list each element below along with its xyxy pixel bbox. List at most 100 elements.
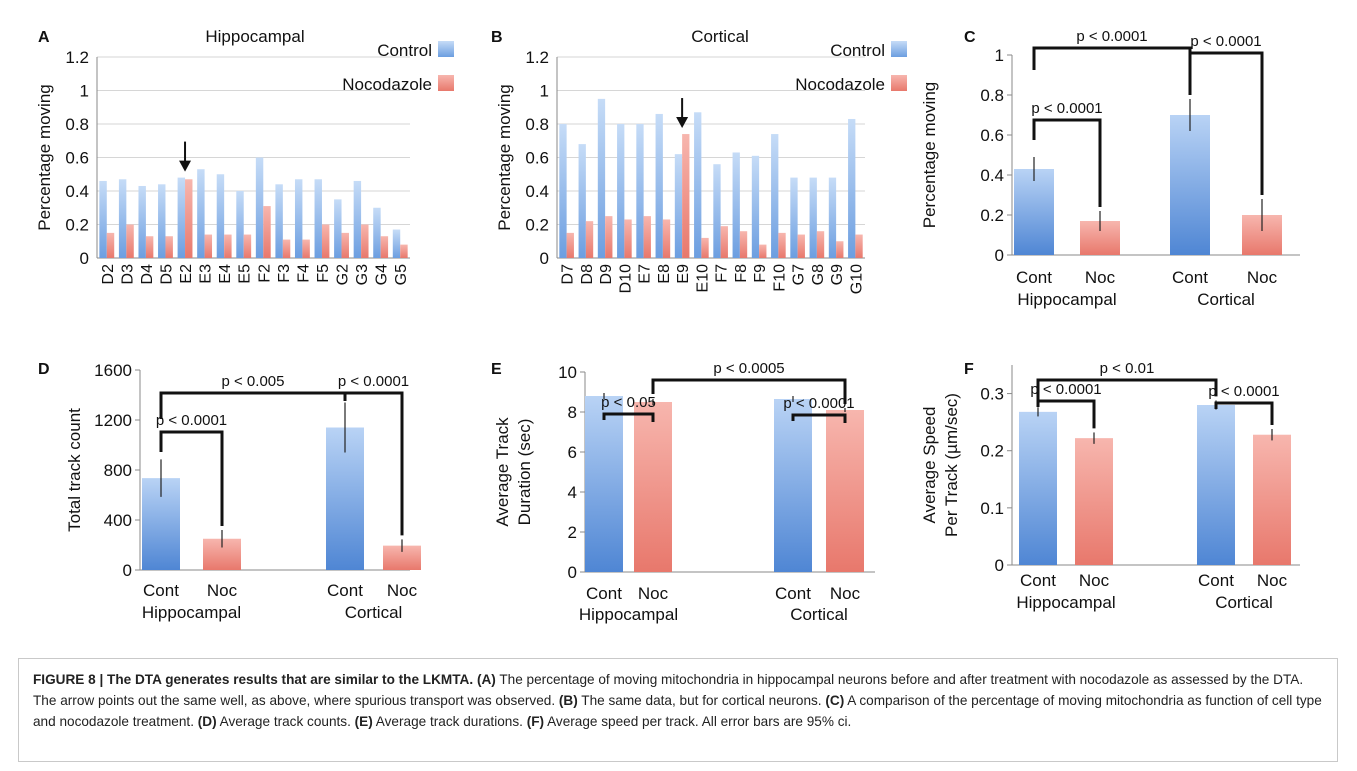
bar-control-E10: [694, 112, 702, 259]
x-tick-label: Cont: [327, 581, 363, 600]
bar-nocodazole-D2: [106, 232, 115, 258]
bar-control-G9: [828, 177, 837, 258]
significance-label: p < 0.0001: [1190, 33, 1261, 50]
y-tick-label: 0: [995, 246, 1004, 265]
bar-control-G7: [790, 177, 798, 258]
bar-nocodazole-D10: [624, 219, 632, 258]
caption-bold-text: (C): [825, 693, 845, 708]
caption-text: The same data, but for cortical neurons.: [577, 693, 826, 708]
y-tick-label: 0: [568, 563, 577, 582]
x-tick-label: F7: [714, 264, 731, 283]
bar-nocodazole-G4: [380, 236, 389, 258]
caption-bold-text: (B): [558, 693, 578, 708]
panel-label: F: [964, 361, 974, 378]
bar-control-F5: [314, 179, 322, 258]
bar-nocodazole-G7: [797, 234, 805, 258]
panel-label: E: [491, 361, 502, 378]
x-tick-label: D8: [579, 264, 596, 285]
bar-nocodazole-D7: [566, 232, 574, 258]
bar-nocodazole-F8: [739, 231, 748, 258]
bar-nocodazole-E8: [662, 219, 671, 258]
x-tick-label: Cont: [586, 584, 622, 603]
significance-label: p < 0.05: [601, 394, 656, 411]
x-tick-label: Cont: [1016, 268, 1052, 287]
bar-control-E2: [177, 177, 186, 258]
panel-label: B: [491, 29, 503, 46]
x-tick-label: E9: [675, 264, 692, 284]
y-axis-label: Duration (sec): [515, 419, 534, 526]
significance-bracket: [602, 412, 655, 422]
x-tick-label: G9: [829, 264, 846, 285]
legend-swatch-control: [438, 41, 454, 57]
y-tick-label: 0.8: [525, 115, 549, 134]
x-tick-label: Noc: [1257, 571, 1288, 590]
x-tick-label: F4: [295, 264, 312, 283]
x-tick-label: F2: [256, 264, 273, 283]
bar-nocodazole: [826, 410, 864, 572]
significance-label: p < 0.0001: [1030, 381, 1101, 398]
significance-label: p < 0.01: [1100, 360, 1155, 377]
bar-control: [774, 399, 812, 572]
x-tick-label: Cont: [775, 584, 811, 603]
bar-control-E5: [236, 191, 244, 258]
bar-nocodazole-E4: [224, 234, 232, 258]
bar-control-F3: [275, 184, 283, 258]
panel-label: A: [38, 29, 50, 46]
significance-bracket: [159, 430, 224, 526]
significance-bracket: [1036, 378, 1218, 402]
y-tick-label: 2: [568, 523, 577, 542]
bar-control-F8: [732, 152, 740, 258]
panel-b: B Cortical 0 0.2 0.4 0.6 0.8 1 1.2 Percentage mov…: [491, 27, 907, 294]
x-tick-label: E10: [694, 264, 711, 293]
y-axis-label: Average Speed: [920, 407, 939, 524]
bar-nocodazole: [1075, 438, 1113, 565]
x-tick-label: E2: [178, 264, 195, 284]
bar-control-G10: [848, 118, 856, 258]
x-tick-label: D7: [560, 264, 577, 285]
x-tick-label: Noc: [1085, 268, 1116, 287]
x-tick-label: Noc: [830, 584, 861, 603]
bar-control-D2: [99, 180, 107, 258]
bar-control-E9: [674, 154, 683, 258]
group-label: Hippocampal: [1017, 290, 1116, 309]
significance-bracket: [1032, 118, 1102, 207]
bar-nocodazole-E5: [243, 234, 252, 258]
significance-bracket: [1214, 401, 1274, 425]
bar-nocodazole-G10: [855, 234, 863, 258]
y-tick-label: 0.4: [65, 182, 89, 201]
bar-nocodazole-G8: [816, 231, 825, 258]
y-tick-label: 0.3: [980, 385, 1004, 404]
x-tick-label: G5: [393, 264, 410, 285]
y-axis-label: Percentage moving: [35, 84, 54, 230]
group-label: Cortical: [790, 605, 848, 624]
bar-nocodazole-E3: [204, 234, 213, 258]
x-tick-label: D3: [119, 264, 136, 285]
x-tick-label: D5: [158, 264, 175, 285]
bar-nocodazole-G2: [341, 232, 349, 258]
arrow-icon: [676, 117, 689, 129]
legend-swatch-control: [891, 41, 907, 57]
y-tick-label: 10: [558, 363, 577, 382]
y-axis-label: Percentage moving: [920, 82, 939, 228]
y-tick-label: 6: [568, 443, 577, 462]
x-tick-label: F3: [276, 264, 293, 283]
legend-label: Nocodazole: [342, 75, 432, 94]
caption-bold-text: (F): [526, 714, 545, 729]
y-tick-label: 400: [104, 511, 132, 530]
bar-nocodazole-G3: [361, 224, 369, 258]
bar-nocodazole-D8: [585, 221, 594, 258]
caption-bold-text: (E): [354, 714, 373, 729]
bar-nocodazole-G9: [836, 241, 844, 258]
bar-nocodazole-E7: [643, 216, 651, 258]
x-tick-label: Cont: [1020, 571, 1056, 590]
bar-control-G3: [353, 180, 362, 258]
bar-nocodazole-E9: [682, 134, 690, 258]
bar-nocodazole: [1253, 434, 1291, 565]
bar-control-D10: [617, 124, 625, 258]
y-tick-label: 0.8: [65, 115, 89, 134]
y-tick-label: 800: [104, 461, 132, 480]
y-tick-label: 8: [568, 403, 577, 422]
caption-text: Average track counts.: [216, 714, 355, 729]
group-label: Cortical: [1197, 290, 1255, 309]
bar-control: [585, 396, 623, 572]
